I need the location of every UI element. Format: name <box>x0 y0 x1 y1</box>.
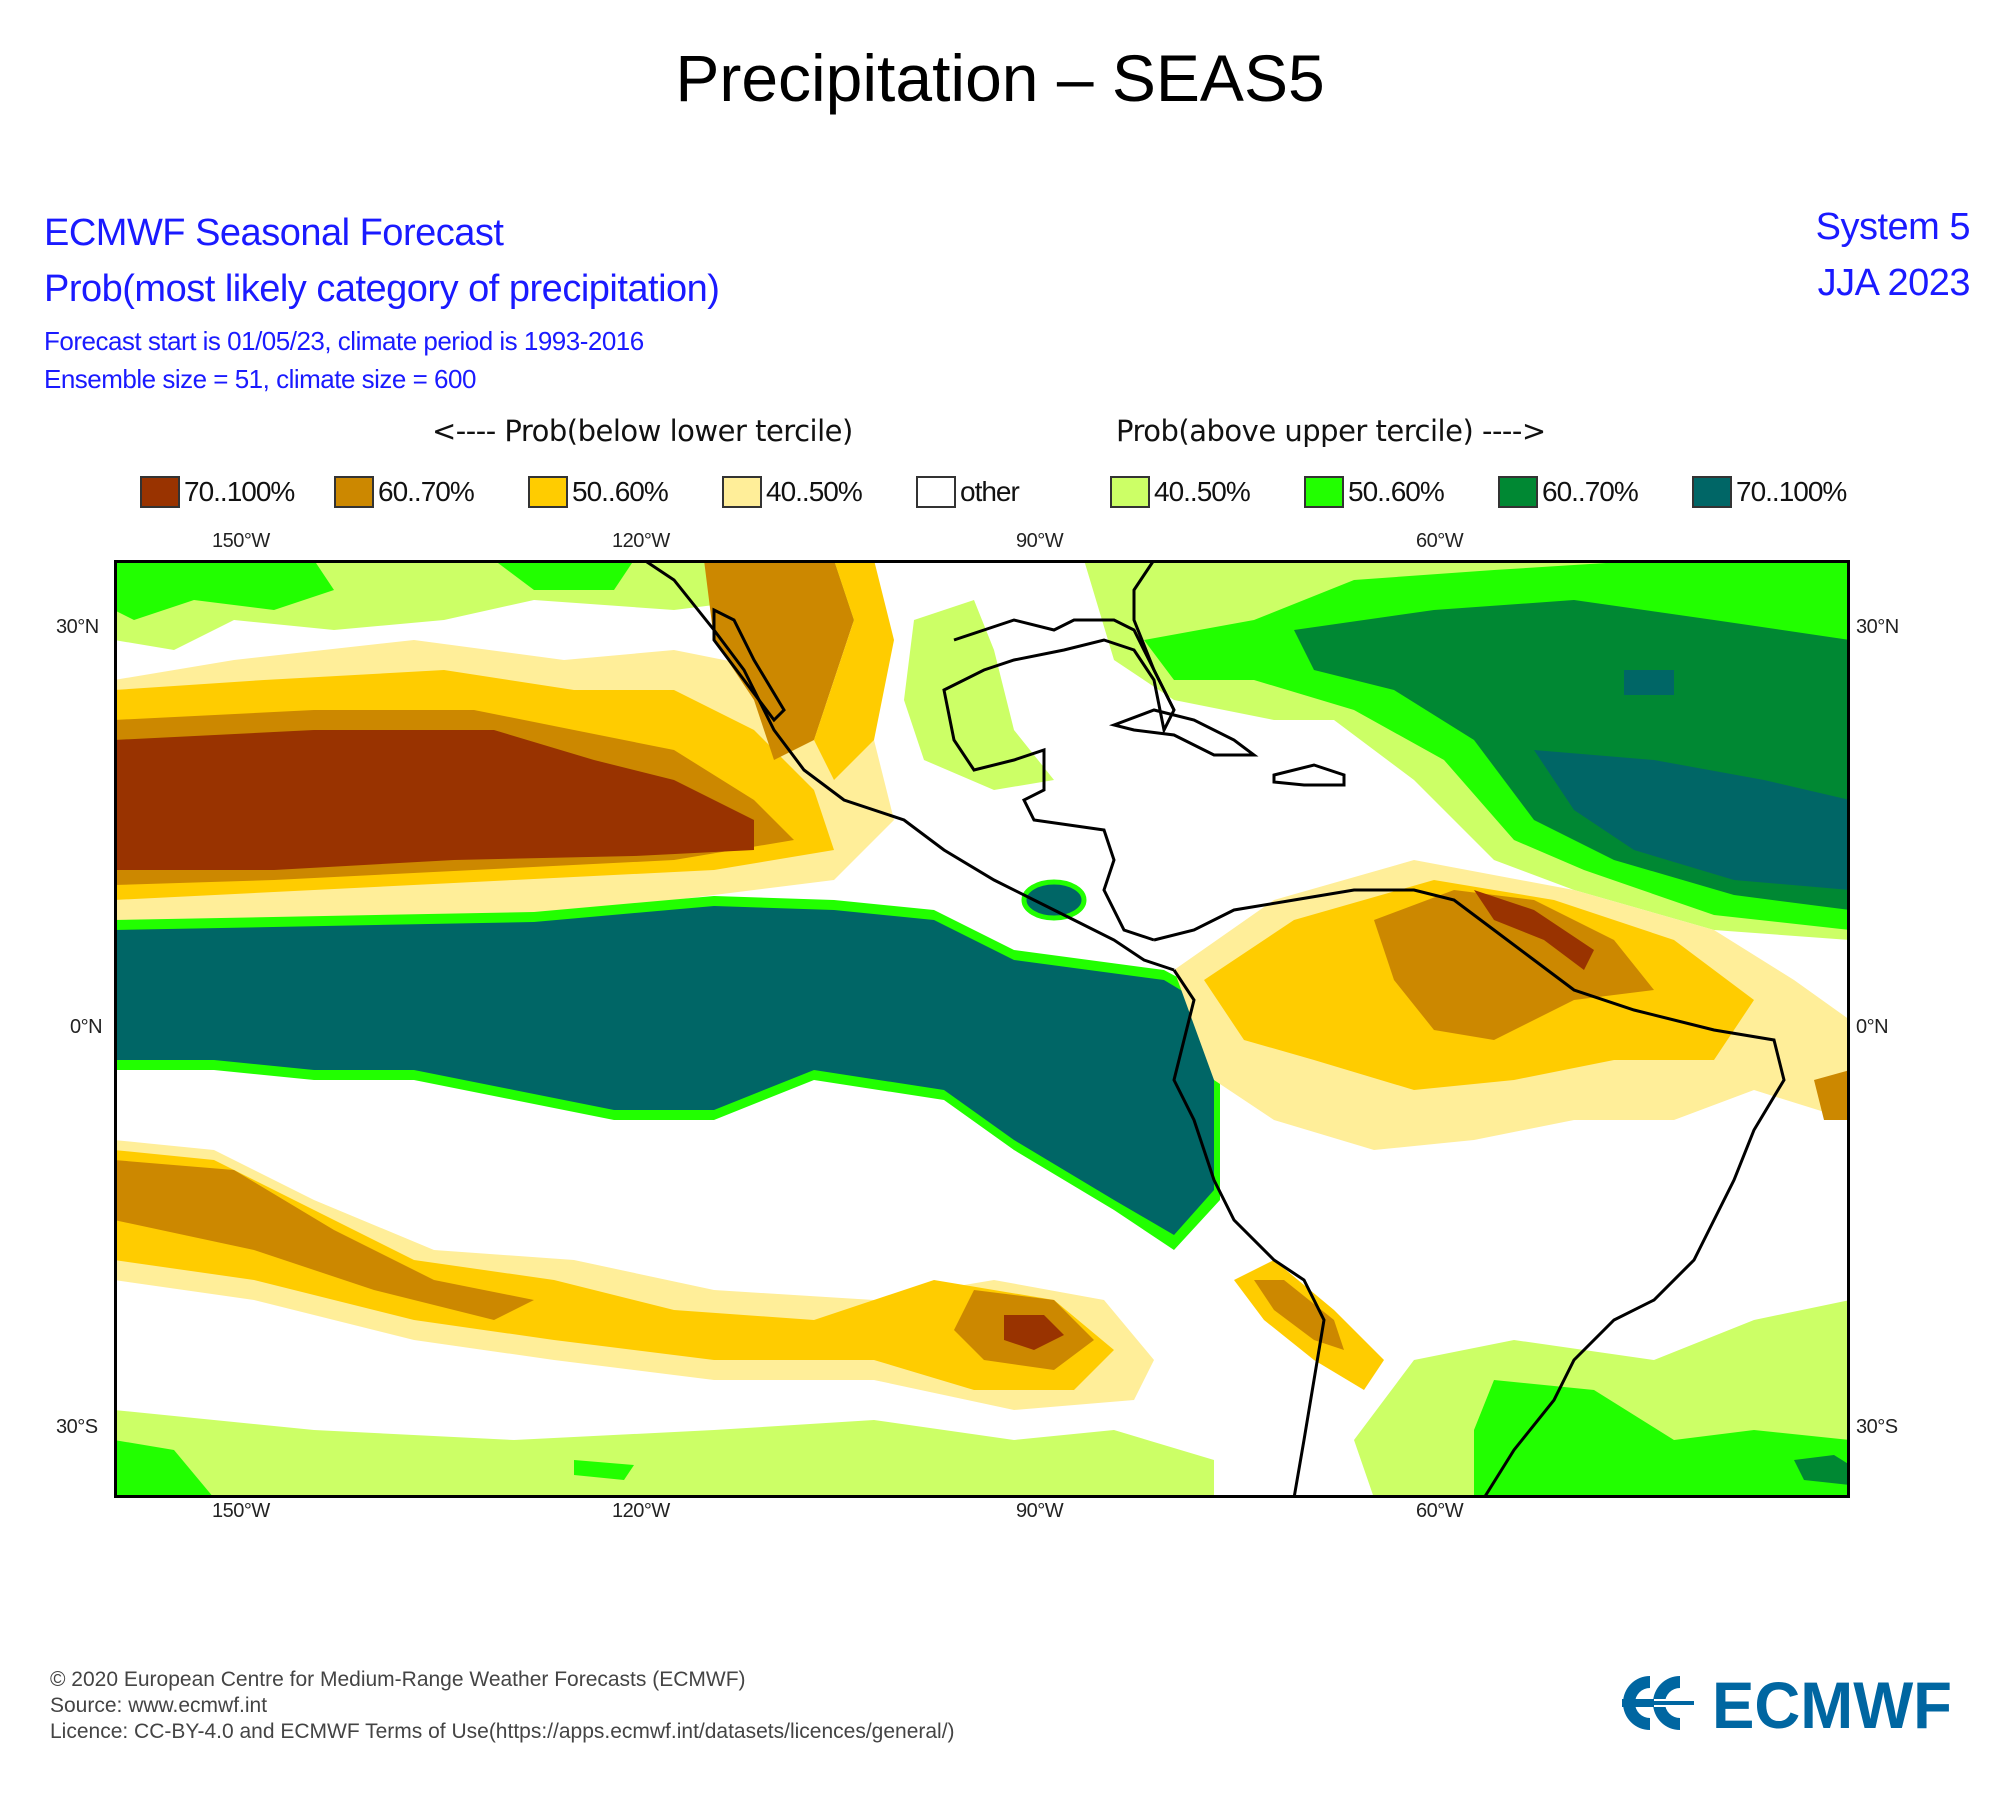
legend-swatch <box>528 476 568 508</box>
legend-swatch <box>1692 476 1732 508</box>
coastline-gulf-mexico <box>942 618 1176 942</box>
legend-swatch <box>1110 476 1150 508</box>
legend-item: 50..60% <box>1304 472 1445 512</box>
region-below-60 <box>704 560 854 760</box>
region-above-70 <box>1534 750 1850 890</box>
lat-label-right: 30°N <box>1856 616 1899 638</box>
lon-label-top: 120°W <box>612 530 670 552</box>
lat-label-left: 0°N <box>70 1016 103 1038</box>
lon-label-bottom: 120°W <box>612 1500 670 1522</box>
page-title: Precipitation – SEAS5 <box>675 41 1325 115</box>
coastlines <box>643 560 1786 1498</box>
legend-label: 50..60% <box>1348 476 1445 507</box>
legend-item: 40..50% <box>1110 472 1251 512</box>
product-subtitle: Prob(most likely category of precipitati… <box>44 268 720 310</box>
legend-item: 50..60% <box>528 472 669 512</box>
region-above-70 <box>1624 670 1674 695</box>
legend-swatch <box>140 476 180 508</box>
lon-label-bottom: 90°W <box>1016 1500 1064 1522</box>
legend-below-heading: <---- Prob(below lower tercile) <box>432 414 853 448</box>
map-frame <box>114 560 1850 1498</box>
region-above-50 <box>114 560 334 620</box>
region-above-50 <box>1474 1380 1850 1498</box>
legend-label: 60..70% <box>378 476 475 507</box>
region-below-50 <box>114 1150 1114 1390</box>
legend-label: 50..60% <box>572 476 669 507</box>
region-above-60 <box>1794 1455 1850 1485</box>
season-label: JJA 2023 <box>1817 262 1971 304</box>
region-below-60 <box>1814 1070 1850 1120</box>
coastline-cuba <box>1108 708 1259 757</box>
region-above-50 <box>574 1460 634 1480</box>
system-label: System 5 <box>1815 206 1971 248</box>
coastline-baja <box>712 607 786 723</box>
forecast-map <box>114 560 1850 1498</box>
lon-label-top: 60°W <box>1416 530 1464 552</box>
legend-label: 70..100% <box>184 476 295 507</box>
legend-swatch <box>916 476 956 508</box>
lat-label-left: 30°S <box>56 1416 98 1438</box>
legend-item: 60..70% <box>1498 472 1639 512</box>
lon-label-top: 90°W <box>1016 530 1064 552</box>
legend-label: 40..50% <box>766 476 863 507</box>
legend-item: 70..100% <box>1692 472 1847 512</box>
lat-label-left: 30°N <box>56 616 99 638</box>
legend-swatch <box>334 476 374 508</box>
region-above-40 <box>904 600 1054 790</box>
lon-label-bottom: 150°W <box>212 1500 270 1522</box>
legend-label: other <box>960 476 1020 507</box>
legend-item: 60..70% <box>334 472 475 512</box>
product-title: ECMWF Seasonal Forecast <box>44 212 504 254</box>
legend-item: 70..100% <box>140 472 295 512</box>
lon-label-bottom: 60°W <box>1416 1500 1464 1522</box>
legend-swatch <box>1498 476 1538 508</box>
logo-text: ECMWF <box>1712 1668 1952 1738</box>
region-below-70 <box>1004 1315 1064 1350</box>
coastline-north-america-west <box>643 560 1175 972</box>
footer-source: Source: www.ecmwf.int <box>50 1694 268 1717</box>
forecast-start-info: Forecast start is 01/05/23, climate peri… <box>44 326 644 356</box>
region-below-70 <box>1474 890 1594 970</box>
legend-above-heading: Prob(above upper tercile) ----> <box>1116 414 1546 448</box>
lat-label-right: 30°S <box>1856 1416 1898 1438</box>
coastline-south-america <box>1153 888 1786 1498</box>
coastline-hispaniola <box>1272 763 1346 787</box>
legend-label: 60..70% <box>1542 476 1639 507</box>
region-above-70 <box>1021 879 1087 921</box>
footer-licence: Licence: CC-BY-4.0 and ECMWF Terms of Us… <box>50 1720 955 1743</box>
legend-item: 40..50% <box>722 472 863 512</box>
coastline-florida <box>1132 560 1176 711</box>
legend-item: other <box>916 472 1020 512</box>
region-above-70 <box>114 906 1214 1235</box>
region-below-50 <box>814 560 894 780</box>
region-above-40 <box>114 1410 1214 1498</box>
legend-swatch <box>1304 476 1344 508</box>
region-below-60 <box>1374 890 1654 1040</box>
legend-label: 70..100% <box>1736 476 1847 507</box>
legend-label: 40..50% <box>1154 476 1251 507</box>
lon-label-top: 150°W <box>212 530 270 552</box>
region-above-50 <box>114 1440 214 1498</box>
legend-swatch <box>722 476 762 508</box>
region-below-60 <box>114 1160 534 1320</box>
lat-label-right: 0°N <box>1856 1016 1889 1038</box>
ecmwf-logo: ECMWF <box>1620 1668 1960 1743</box>
ensemble-info: Ensemble size = 51, climate size = 600 <box>44 364 476 394</box>
region-below-70 <box>114 730 754 870</box>
region-above-50 <box>494 560 634 590</box>
footer-copyright: © 2020 European Centre for Medium-Range … <box>50 1668 746 1691</box>
